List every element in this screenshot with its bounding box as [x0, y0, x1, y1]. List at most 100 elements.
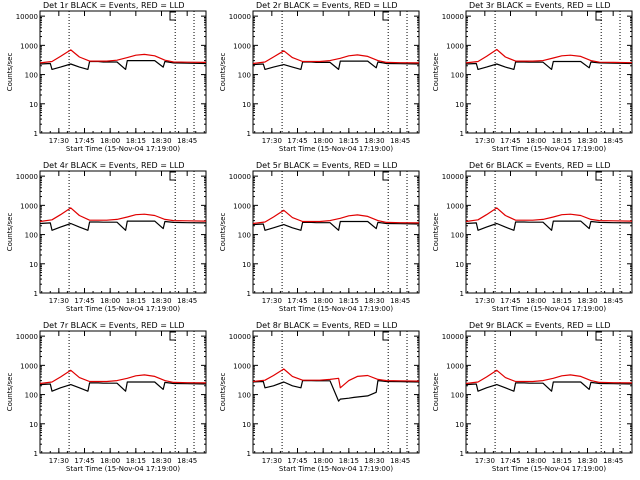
plot-frame — [465, 10, 633, 134]
x-axis-label: Start Time (15-Nov-04 17:19:00) — [492, 465, 606, 473]
y-tick-label: 100 — [451, 72, 464, 80]
y-tick-label: 10000 — [16, 13, 38, 21]
plot-frame — [252, 170, 420, 294]
x-axis-label: Start Time (15-Nov-04 17:19:00) — [279, 465, 393, 473]
x-axis-label: Start Time (15-Nov-04 17:19:00) — [66, 145, 180, 153]
plot-frame — [39, 330, 207, 454]
y-tick-label: 10 — [455, 421, 464, 429]
y-tick-label: 1000 — [446, 362, 464, 370]
y-tick-label: 1000 — [446, 202, 464, 210]
x-tick-label: 18:30 — [364, 137, 384, 145]
x-tick-label: 18:45 — [603, 297, 623, 305]
x-tick-label: 18:00 — [313, 297, 333, 305]
plot-frame — [465, 170, 633, 294]
x-tick-label: 18:45 — [603, 457, 623, 465]
x-tick-label: 18:15 — [126, 137, 146, 145]
x-tick-label: 18:00 — [100, 137, 120, 145]
x-tick-label: 18:15 — [126, 297, 146, 305]
detector-panel: Det 4r BLACK = Events, RED = LLD 1 10 100 10… — [6, 161, 207, 313]
y-tick-label: 1 — [247, 290, 251, 298]
x-tick-label: 18:15 — [552, 137, 572, 145]
x-tick-label: 18:00 — [100, 297, 120, 305]
plot-frame — [465, 330, 633, 454]
events-series-line — [39, 381, 207, 392]
bracket-marker — [169, 11, 176, 21]
panel-title: Det 3r BLACK = Events, RED = LLD — [469, 1, 611, 10]
x-axis-label: Start Time (15-Nov-04 17:19:00) — [66, 305, 180, 313]
detector-panel: Det 5r BLACK = Events, RED = LLD 1 10 100 10… — [219, 161, 420, 313]
detector-panel: Det 3r BLACK = Events, RED = LLD 1 10 100 10… — [432, 1, 633, 153]
x-tick-label: 18:30 — [577, 457, 597, 465]
x-tick-label: 17:30 — [262, 137, 282, 145]
events-series-line — [252, 60, 420, 71]
x-tick-label: 18:30 — [364, 457, 384, 465]
panel-title: Det 9r BLACK = Events, RED = LLD — [469, 321, 611, 330]
lld-series-line — [39, 369, 207, 385]
lld-series-line — [465, 48, 633, 64]
x-tick-label: 18:30 — [151, 137, 171, 145]
detector-panel: Det 7r BLACK = Events, RED = LLD 1 10 100 10… — [6, 321, 207, 473]
y-tick-label: 10000 — [16, 173, 38, 181]
x-tick-label: 18:30 — [151, 457, 171, 465]
x-tick-label: 18:45 — [177, 297, 197, 305]
x-tick-label: 18:30 — [577, 297, 597, 305]
y-tick-label: 10000 — [442, 13, 464, 21]
x-tick-label: 18:00 — [100, 457, 120, 465]
bracket-marker — [595, 171, 602, 181]
bracket-marker — [595, 11, 602, 21]
lld-series-line — [252, 209, 420, 225]
y-tick-label: 10000 — [229, 333, 251, 341]
bracket-marker — [382, 171, 389, 181]
y-tick-label: 100 — [25, 72, 38, 80]
x-axis-label: Start Time (15-Nov-04 17:19:00) — [492, 145, 606, 153]
detector-panel: Det 2r BLACK = Events, RED = LLD 1 10 100 10… — [219, 1, 420, 153]
y-tick-label: 100 — [238, 392, 251, 400]
y-tick-label: 1 — [34, 450, 38, 458]
events-series-line — [465, 220, 633, 231]
lld-series-line — [465, 207, 633, 223]
y-axis-label: Counts/sec — [6, 213, 14, 252]
y-tick-label: 100 — [238, 72, 251, 80]
x-tick-label: 18:30 — [577, 137, 597, 145]
x-tick-label: 17:45 — [74, 457, 94, 465]
y-tick-label: 10 — [455, 261, 464, 269]
x-tick-label: 18:30 — [151, 297, 171, 305]
x-tick-label: 17:45 — [287, 457, 307, 465]
lld-series-line — [252, 368, 420, 389]
lld-series-line — [39, 207, 207, 223]
x-tick-label: 17:45 — [500, 457, 520, 465]
y-tick-label: 10 — [455, 101, 464, 109]
x-tick-label: 18:15 — [339, 457, 359, 465]
x-tick-label: 18:15 — [126, 457, 146, 465]
y-tick-label: 10000 — [442, 173, 464, 181]
y-tick-label: 1000 — [233, 202, 251, 210]
x-tick-label: 18:15 — [339, 137, 359, 145]
panel-title: Det 7r BLACK = Events, RED = LLD — [43, 321, 185, 330]
x-tick-label: 18:15 — [339, 297, 359, 305]
y-tick-label: 100 — [451, 392, 464, 400]
y-tick-label: 1 — [34, 130, 38, 138]
x-tick-label: 18:15 — [552, 297, 572, 305]
bracket-marker — [169, 171, 176, 181]
lld-series-line — [252, 50, 420, 65]
x-tick-label: 17:45 — [287, 137, 307, 145]
panel-title: Det 2r BLACK = Events, RED = LLD — [256, 1, 398, 10]
x-tick-label: 18:45 — [390, 457, 410, 465]
y-tick-label: 1 — [247, 450, 251, 458]
y-axis-label: Counts/sec — [6, 373, 14, 412]
y-tick-label: 1000 — [20, 362, 38, 370]
y-tick-label: 10000 — [229, 173, 251, 181]
x-tick-label: 17:45 — [500, 297, 520, 305]
x-tick-label: 18:45 — [390, 137, 410, 145]
y-tick-label: 10000 — [229, 13, 251, 21]
x-tick-label: 18:30 — [364, 297, 384, 305]
x-tick-label: 18:45 — [177, 137, 197, 145]
x-tick-label: 18:45 — [177, 457, 197, 465]
detector-panel: Det 9r BLACK = Events, RED = LLD 1 10 100 10… — [432, 321, 633, 473]
y-tick-label: 100 — [25, 392, 38, 400]
bracket-marker — [169, 331, 176, 341]
events-series-line — [39, 59, 207, 71]
y-tick-label: 1000 — [20, 202, 38, 210]
plot-frame — [252, 10, 420, 134]
